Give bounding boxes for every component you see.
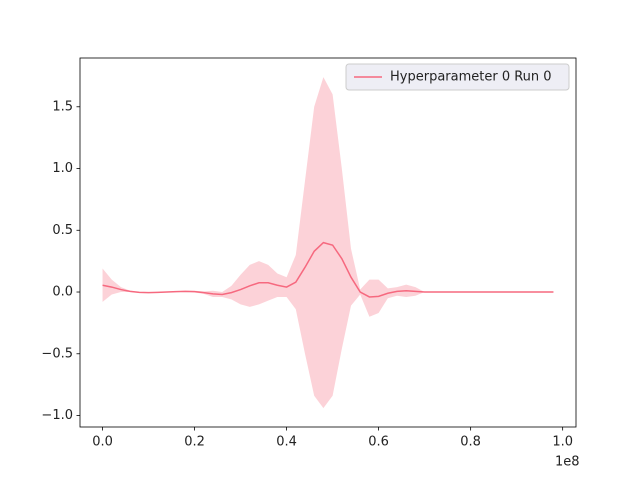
x-tick-label: 1.0: [552, 435, 573, 450]
x-tick-label: 0.6: [368, 435, 389, 450]
x-tick-label: 0.4: [276, 435, 297, 450]
y-tick-label: 1.0: [52, 161, 73, 176]
legend: Hyperparameter 0 Run 0: [345, 63, 570, 91]
x-tick-label: 0.2: [184, 435, 205, 450]
y-tick-label: −0.5: [41, 346, 73, 361]
plot-area: [79, 57, 577, 428]
confidence-band: [102, 77, 554, 409]
x-offset-label: 1e8: [555, 455, 580, 470]
x-tick-label: 0.8: [460, 435, 481, 450]
y-tick-label: 1.5: [52, 99, 73, 114]
line: [102, 241, 554, 298]
y-tick-label: 0.0: [52, 285, 73, 300]
legend-box: [345, 63, 570, 91]
x-tick-label: 0.0: [92, 435, 113, 450]
y-tick-label: 0.5: [52, 223, 73, 238]
y-tick-label: −1.0: [41, 408, 73, 423]
legend-label: Hyperparameter 0 Run 0: [390, 70, 552, 85]
